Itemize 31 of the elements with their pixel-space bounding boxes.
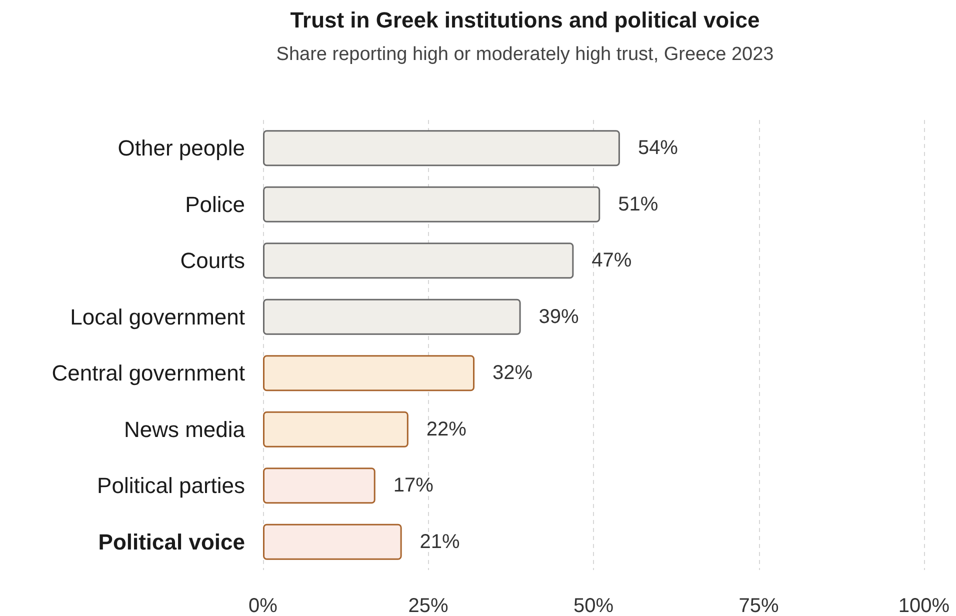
y-tick-label: Local government [70, 304, 245, 330]
bar [263, 411, 408, 448]
y-tick-label: Political voice [98, 529, 245, 554]
y-tick-label: Central government [52, 360, 245, 386]
bar [263, 468, 376, 504]
data-label: 54% [638, 137, 678, 160]
bar [263, 242, 574, 279]
bar [263, 524, 402, 560]
x-tick-label: 25% [408, 595, 448, 616]
bar [263, 130, 620, 166]
data-label: 47% [592, 250, 632, 272]
data-label: 17% [393, 474, 434, 497]
data-label: 21% [420, 530, 460, 553]
x-tick-label: 0% [248, 595, 278, 616]
y-tick-label: Political parties [97, 473, 245, 498]
y-tick-label: News media [124, 416, 246, 442]
bar [263, 355, 475, 392]
chart-title: Trust in Greek institutions and political voice [290, 8, 760, 32]
data-label: 22% [426, 418, 467, 440]
data-label: 32% [492, 362, 533, 384]
y-tick-label: Other people [118, 136, 245, 161]
chart-subtitle: Share reporting high or moderately high trust, Greece 2023 [276, 44, 774, 65]
data-label: 51% [618, 193, 658, 216]
x-tick-label: 100% [898, 595, 950, 616]
bar [263, 298, 521, 335]
x-tick-label: 50% [573, 595, 614, 616]
bar [263, 186, 600, 222]
y-tick-label: Courts [180, 248, 245, 274]
x-tick-label: 75% [738, 595, 779, 616]
y-tick-label: Police [185, 192, 245, 217]
data-label: 39% [538, 306, 580, 328]
